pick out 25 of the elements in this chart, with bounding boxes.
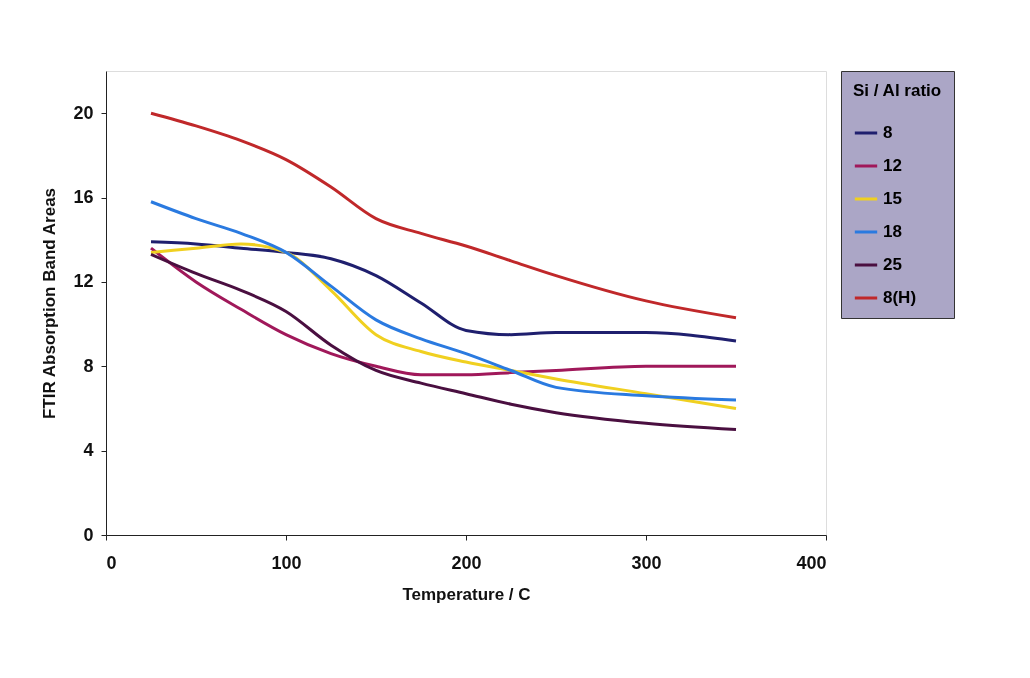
line-series (149, 111, 738, 320)
x-tick-label: 100 (271, 552, 302, 573)
y-tick-label: 20 (73, 102, 94, 123)
y-tick-label: 12 (73, 271, 94, 292)
x-tick-label: 200 (451, 552, 482, 573)
legend-label: 18 (883, 222, 902, 241)
legend-label: 25 (883, 255, 902, 274)
legend-label: 15 (883, 189, 902, 208)
line-series (149, 200, 738, 402)
x-axis-title: Temperature / C (402, 584, 531, 604)
legend-label: 12 (883, 156, 902, 175)
line-series (149, 246, 738, 377)
y-tick-label: 0 (83, 524, 94, 545)
legend-title: Si / Al ratio (853, 81, 942, 100)
legend-label: 8(H) (883, 288, 917, 307)
y-tick-label: 4 (83, 440, 94, 461)
x-tick-label: 0 (106, 552, 117, 573)
line-series (149, 252, 738, 432)
y-tick-label: 8 (83, 355, 94, 376)
x-tick-label: 400 (796, 552, 827, 573)
y-tick-label: 16 (73, 187, 94, 208)
line-series (149, 240, 738, 343)
x-tick-label: 300 (631, 552, 662, 573)
y-axis-title: FTIR Absorption Band Areas (40, 187, 60, 420)
legend-label: 8 (883, 123, 893, 142)
